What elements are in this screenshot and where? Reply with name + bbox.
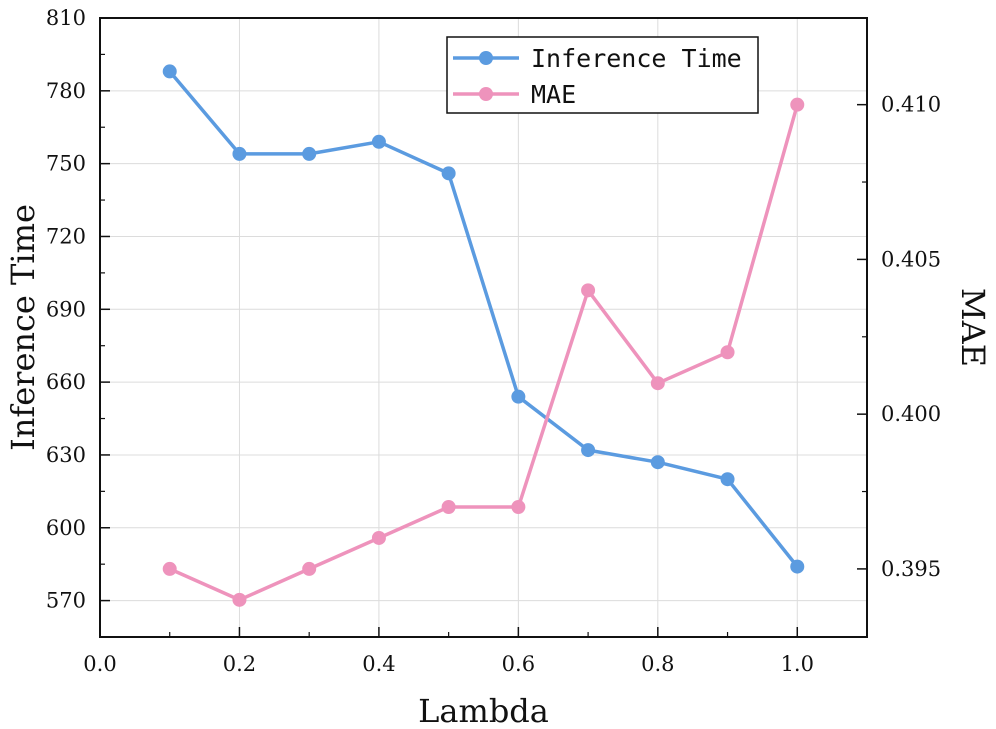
data-point	[511, 500, 526, 515]
data-point	[790, 97, 805, 112]
axes: 0.0 0.2 0.4 0.6 0.8 1.0 570 600 630 660 690 720 750 7…	[4, 6, 992, 729]
y-tick-label: 570	[46, 589, 86, 613]
data-point	[441, 166, 456, 181]
data-point	[581, 283, 596, 298]
legend-label: Inference Time	[531, 44, 742, 73]
y2-tick-label: 0.395	[881, 557, 941, 581]
legend-entry: MAE	[453, 80, 576, 109]
data-point	[302, 146, 317, 161]
x-tick-label: 0.4	[362, 652, 395, 676]
data-point	[511, 389, 526, 404]
legend: Inference Time MAE	[446, 36, 759, 114]
data-point	[232, 592, 247, 607]
series-line	[168, 70, 799, 568]
x-tick-label: 1.0	[781, 652, 814, 676]
data-point	[650, 455, 665, 470]
legend-marker	[479, 87, 493, 101]
y-tick-label: 600	[46, 516, 86, 540]
y-axis-title: Inference Time	[4, 204, 42, 451]
data-point	[650, 376, 665, 391]
y2-tick-label: 0.405	[881, 247, 941, 271]
data-point	[371, 134, 386, 149]
y-tick-label: 810	[46, 6, 86, 30]
series-line	[168, 104, 799, 602]
y-tick-label: 660	[46, 370, 86, 394]
data-point	[162, 64, 177, 79]
x-tick-label: 0.8	[641, 652, 674, 676]
legend-marker	[479, 51, 493, 65]
x-axis-title: Lambda	[418, 692, 549, 729]
y-tick-label: 750	[46, 152, 86, 176]
x-tick-label: 0.2	[223, 652, 256, 676]
series-mae	[162, 97, 805, 607]
data-point	[790, 559, 805, 574]
x-tick-label: 0.6	[502, 652, 535, 676]
y-tick-label: 690	[46, 297, 86, 321]
y-tick-label: 720	[46, 224, 86, 248]
legend-entry: Inference Time	[453, 44, 742, 73]
series-inference-time	[162, 64, 805, 574]
data-point	[162, 561, 177, 576]
y2-tick-label: 0.410	[881, 93, 941, 117]
data-point	[581, 443, 596, 458]
series-layer	[162, 64, 805, 607]
data-point	[720, 345, 735, 360]
data-point	[720, 472, 735, 487]
legend-label: MAE	[531, 80, 576, 109]
data-point	[232, 146, 247, 161]
y2-axis-title: MAE	[954, 288, 992, 367]
legend-box	[446, 36, 759, 114]
data-point	[371, 530, 386, 545]
data-point	[302, 561, 317, 576]
y-tick-label: 780	[46, 79, 86, 103]
data-point	[441, 500, 456, 515]
y-tick-label: 630	[46, 443, 86, 467]
x-tick-label: 0.0	[83, 652, 116, 676]
plot-frame	[99, 17, 868, 638]
y2-tick-label: 0.400	[881, 402, 941, 426]
